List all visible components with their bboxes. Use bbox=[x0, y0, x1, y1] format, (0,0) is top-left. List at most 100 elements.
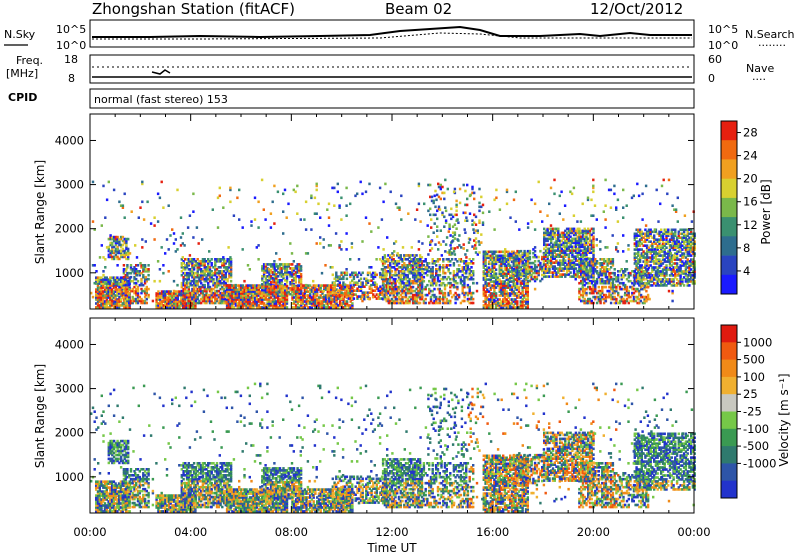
data-cell bbox=[119, 253, 123, 257]
data-cell bbox=[212, 295, 215, 299]
data-cell bbox=[415, 258, 419, 261]
data-cell bbox=[576, 275, 579, 278]
data-cell bbox=[389, 273, 392, 277]
data-cell bbox=[464, 219, 467, 222]
data-cell bbox=[408, 256, 411, 259]
data-cell bbox=[203, 285, 206, 289]
data-cell bbox=[194, 260, 198, 263]
data-cell bbox=[500, 302, 503, 305]
data-cell bbox=[592, 264, 595, 267]
data-cell bbox=[196, 301, 199, 305]
data-cell bbox=[544, 245, 548, 249]
data-cell bbox=[257, 300, 260, 303]
data-cell bbox=[278, 283, 282, 286]
data-cell bbox=[247, 284, 250, 287]
data-cell bbox=[606, 279, 609, 283]
data-cell bbox=[187, 271, 190, 275]
data-cell bbox=[415, 273, 418, 277]
data-cell bbox=[338, 295, 341, 298]
data-cell bbox=[424, 271, 427, 275]
data-cell bbox=[231, 296, 234, 299]
data-cell bbox=[447, 291, 450, 295]
data-cell bbox=[580, 253, 583, 256]
data-cell bbox=[461, 285, 464, 289]
data-cell bbox=[196, 275, 199, 279]
data-cell bbox=[312, 286, 315, 289]
data-cell bbox=[136, 287, 140, 291]
data-cell bbox=[431, 258, 434, 261]
data-cell bbox=[505, 290, 508, 293]
data-cell bbox=[413, 270, 417, 273]
data-cell bbox=[207, 293, 210, 297]
data-cell bbox=[431, 275, 434, 279]
data-cell bbox=[608, 295, 611, 299]
data-cell bbox=[551, 265, 555, 268]
data-cell bbox=[114, 241, 118, 245]
data-cell bbox=[404, 283, 408, 287]
data-cell bbox=[500, 272, 503, 275]
data-cell bbox=[187, 306, 190, 309]
data-cell bbox=[569, 241, 572, 245]
data-cell bbox=[114, 284, 117, 287]
data-cell bbox=[550, 237, 553, 241]
data-cell bbox=[285, 275, 289, 278]
data-cell bbox=[592, 277, 595, 281]
data-cell bbox=[366, 273, 370, 277]
data-cell bbox=[417, 295, 420, 299]
data-cell bbox=[100, 294, 103, 297]
data-cell bbox=[200, 262, 203, 265]
data-cell bbox=[521, 282, 524, 285]
data-cell bbox=[620, 268, 623, 271]
data-cell bbox=[121, 249, 125, 253]
data-cell bbox=[581, 266, 585, 269]
data-cell bbox=[182, 283, 185, 287]
data-cell bbox=[196, 283, 199, 287]
data-cell bbox=[118, 241, 121, 245]
data-cell bbox=[503, 274, 507, 277]
data-cell bbox=[486, 266, 489, 269]
data-cell bbox=[133, 281, 136, 285]
data-cell bbox=[110, 302, 114, 305]
data-cell bbox=[145, 297, 148, 301]
data-cell bbox=[182, 289, 185, 293]
data-cell bbox=[551, 233, 555, 237]
data-cell bbox=[578, 249, 581, 252]
data-cell bbox=[384, 291, 387, 294]
data-cell bbox=[126, 271, 129, 275]
data-cell bbox=[103, 304, 107, 307]
data-cell bbox=[458, 201, 462, 205]
data-cell bbox=[208, 287, 212, 291]
data-cell bbox=[516, 282, 519, 285]
data-cell bbox=[294, 300, 298, 303]
data-cell bbox=[187, 260, 190, 263]
data-cell bbox=[95, 282, 98, 285]
data-cell bbox=[595, 270, 599, 273]
data-cell bbox=[574, 239, 578, 243]
data-cell bbox=[502, 292, 505, 295]
data-cell bbox=[312, 288, 315, 291]
data-cell bbox=[478, 187, 481, 191]
data-cell bbox=[174, 306, 178, 309]
data-cell bbox=[229, 298, 232, 301]
data-cell bbox=[502, 250, 505, 254]
data-cell bbox=[102, 280, 105, 283]
data-cell bbox=[187, 258, 190, 261]
data-cell bbox=[594, 279, 597, 283]
data-cell bbox=[392, 285, 395, 289]
data-cell bbox=[121, 294, 124, 297]
data-cell bbox=[519, 300, 522, 303]
data-cell bbox=[516, 279, 519, 283]
data-cell bbox=[443, 275, 447, 279]
data-cell bbox=[117, 306, 121, 309]
data-cell bbox=[145, 285, 148, 289]
data-cell bbox=[314, 304, 317, 307]
freq-label: Freq. bbox=[16, 54, 43, 67]
data-cell bbox=[109, 306, 112, 309]
data-cell bbox=[524, 302, 528, 305]
data-cell bbox=[377, 297, 380, 300]
data-cell bbox=[486, 284, 489, 287]
data-cell bbox=[401, 268, 404, 271]
data-cell bbox=[185, 289, 189, 293]
data-cell bbox=[95, 298, 98, 301]
data-cell bbox=[592, 273, 595, 277]
